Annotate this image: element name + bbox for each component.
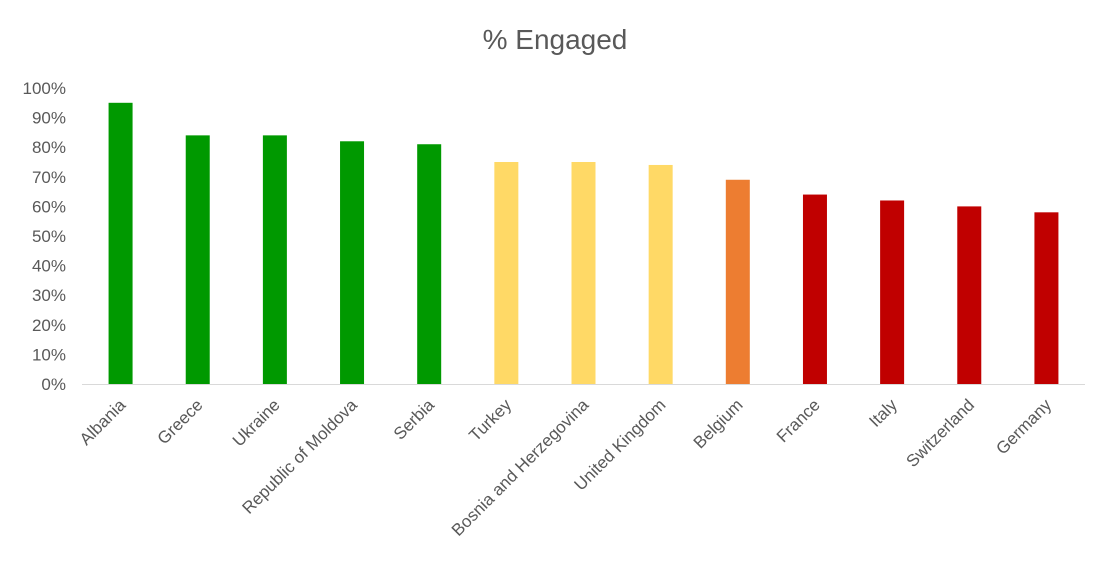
x-category-label: Turkey bbox=[465, 395, 515, 445]
y-tick-label: 20% bbox=[32, 316, 66, 335]
y-tick-label: 70% bbox=[32, 168, 66, 187]
y-tick-label: 30% bbox=[32, 286, 66, 305]
y-tick-label: 100% bbox=[23, 79, 66, 98]
bars bbox=[108, 102, 1059, 385]
x-category-label: Albania bbox=[76, 395, 130, 449]
bar-ukraine bbox=[262, 135, 287, 384]
bar-greece bbox=[185, 135, 210, 384]
x-category-label: Belgium bbox=[690, 395, 747, 452]
bar-germany bbox=[1034, 212, 1059, 384]
x-category-label: Germany bbox=[992, 395, 1055, 458]
bar-united-kingdom bbox=[648, 164, 673, 384]
y-tick-label: 60% bbox=[32, 197, 66, 216]
bar-belgium bbox=[725, 179, 750, 384]
y-tick-label: 90% bbox=[32, 109, 66, 128]
x-category-label: Serbia bbox=[390, 395, 439, 444]
bar-switzerland bbox=[957, 206, 982, 384]
x-category-label: Switzerland bbox=[903, 395, 979, 471]
x-category-label: France bbox=[773, 395, 824, 446]
bar-italy bbox=[880, 200, 905, 384]
bar-turkey bbox=[494, 162, 519, 384]
y-tick-label: 40% bbox=[32, 257, 66, 276]
y-tick-label: 80% bbox=[32, 138, 66, 157]
x-category-label: Bosnia and Herzegovina bbox=[448, 395, 593, 540]
x-category-label: Ukraine bbox=[229, 395, 284, 450]
x-category-label: Italy bbox=[865, 395, 901, 431]
y-tick-label: 0% bbox=[41, 375, 66, 394]
y-tick-label: 50% bbox=[32, 227, 66, 246]
bar-serbia bbox=[417, 144, 442, 384]
bar-republic-of-moldova bbox=[340, 141, 365, 384]
y-axis-ticks: 0% 10% 20% 30% 40% 50% 60% 70% 80% 90% 100% bbox=[23, 79, 66, 394]
bar-bosnia-and-herzegovina bbox=[571, 162, 596, 384]
chart-title: % Engaged bbox=[483, 24, 628, 55]
bar-france bbox=[802, 194, 827, 384]
y-tick-label: 10% bbox=[32, 345, 66, 364]
x-category-label: Greece bbox=[154, 395, 207, 448]
bar-albania bbox=[108, 102, 133, 385]
